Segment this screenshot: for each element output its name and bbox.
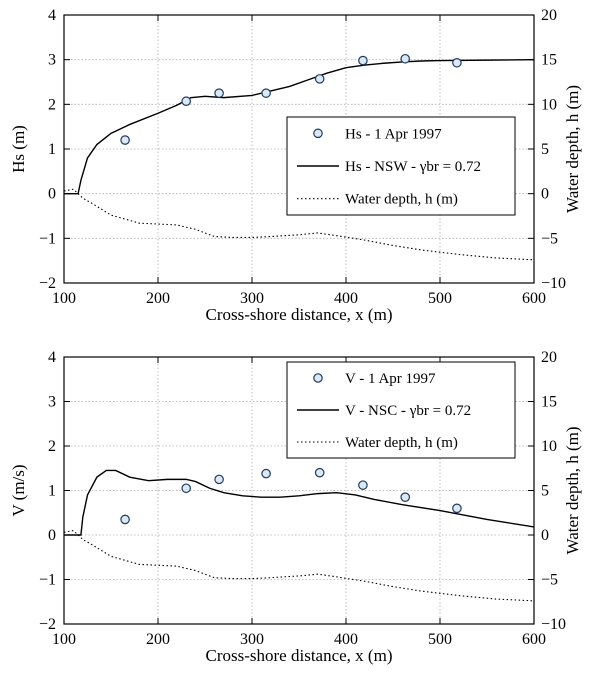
legend: V - 1 Apr 1997 V - NSC - γbr = 0.72 Water … — [286, 361, 516, 459]
y2-tick-label: −10 — [541, 616, 566, 633]
observed-point — [452, 503, 462, 514]
y2-axis-label: Water depth, h (m) — [563, 85, 582, 213]
x-tick-label: 400 — [334, 290, 358, 307]
y2-tick-label: 10 — [541, 96, 557, 113]
observed-point — [400, 492, 411, 502]
x-tick-label: 200 — [146, 631, 170, 648]
y2-tick-label: 15 — [541, 52, 557, 69]
model-series-line — [64, 469, 534, 536]
y-tick-label: 2 — [48, 438, 56, 455]
observed-point — [452, 57, 462, 68]
y2-tick-label: 10 — [541, 438, 557, 455]
y-tick-label: 4 — [48, 7, 56, 24]
y-tick-label: 0 — [48, 527, 56, 544]
y2-tick-label: 20 — [541, 349, 557, 366]
legend-label-model: Hs - NSW - γbr = 0.72 — [345, 159, 481, 175]
plot-area — [64, 467, 534, 602]
plot-area — [64, 53, 534, 261]
y2-axis-label: Water depth, h (m) — [563, 427, 582, 555]
x-axis-label: Cross-shore distance, x (m) — [206, 646, 393, 665]
legend-label-depth: Water depth, h (m) — [345, 192, 458, 208]
legend-label-model: V - NSC - γbr = 0.72 — [345, 403, 471, 419]
y2-tick-label: 0 — [541, 186, 549, 203]
y-tick-label: 4 — [48, 349, 56, 366]
y-tick-label: −2 — [39, 616, 56, 633]
y2-tick-label: 5 — [541, 141, 549, 158]
top-chart-hs: 100 200 300 400 500 600−2−101234−10−505101520… — [9, 7, 582, 324]
y-tick-label: 0 — [48, 186, 56, 203]
observed-point — [120, 135, 130, 145]
x-tick-label: 500 — [428, 631, 452, 648]
y-tick-label: 3 — [48, 52, 56, 69]
legend-marker-observed — [313, 373, 323, 383]
observed-point — [400, 53, 411, 64]
legend-label-observed: V - 1 Apr 1997 — [345, 371, 436, 387]
observed-point — [261, 88, 271, 98]
x-tick-label: 200 — [146, 290, 170, 307]
x-axis-label: Cross-shore distance, x (m) — [206, 305, 393, 324]
observed-point — [261, 468, 271, 479]
legend-label-depth: Water depth, h (m) — [345, 435, 458, 451]
y2-tick-label: −5 — [541, 230, 558, 247]
legend-label-observed: Hs - 1 Apr 1997 — [345, 126, 442, 142]
y2-tick-label: 20 — [541, 7, 557, 24]
x-tick-label: 300 — [240, 290, 264, 307]
x-tick-label: 600 — [522, 631, 546, 648]
observed-point — [358, 480, 368, 490]
legend: Hs - 1 Apr 1997 Hs - NSW - γbr = 0.72 Wate… — [286, 116, 516, 216]
observed-point — [214, 88, 224, 98]
depth-series-line — [64, 529, 534, 602]
y2-tick-label: −10 — [541, 275, 566, 292]
y2-tick-label: 15 — [541, 394, 557, 411]
x-tick-label: 100 — [52, 290, 76, 307]
y-tick-label: 3 — [48, 394, 56, 411]
observed-point — [181, 483, 191, 494]
y-tick-label: −1 — [39, 572, 56, 589]
y-tick-label: −1 — [39, 230, 56, 247]
y2-tick-label: −5 — [541, 572, 558, 589]
x-tick-label: 600 — [522, 290, 546, 307]
observed-point — [314, 74, 325, 84]
y-axis-label: Hs (m) — [9, 125, 28, 173]
legend-marker-observed — [313, 128, 323, 139]
y-tick-label: 1 — [48, 483, 56, 500]
y-tick-label: 1 — [48, 141, 56, 158]
bottom-chart-v: 100 200 300 400 500 600−2−101234−10−505101520… — [9, 349, 582, 665]
x-tick-label: 400 — [334, 631, 358, 648]
observed-point — [358, 55, 368, 66]
observed-point — [181, 96, 191, 107]
y-axis-label: V (m/s) — [9, 464, 28, 516]
x-tick-label: 100 — [52, 631, 76, 648]
observed-point — [214, 474, 224, 485]
x-tick-label: 300 — [240, 631, 264, 648]
observed-point — [120, 514, 130, 525]
y2-tick-label: 5 — [541, 483, 549, 500]
observed-point — [314, 467, 325, 478]
y-tick-label: 2 — [48, 96, 56, 113]
y-tick-label: −2 — [39, 275, 56, 292]
x-tick-label: 500 — [428, 290, 452, 307]
y2-tick-label: 0 — [541, 527, 549, 544]
